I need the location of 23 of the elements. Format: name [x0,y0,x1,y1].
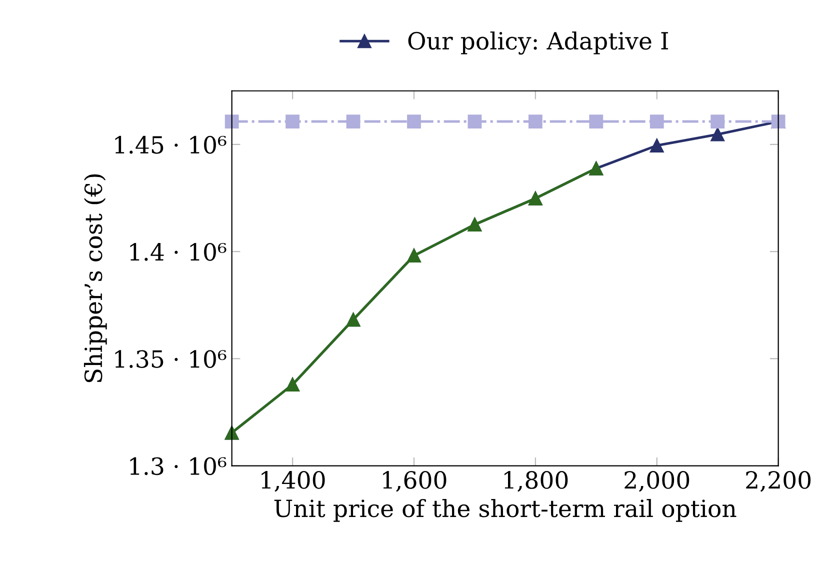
x-tick-label: 1,400 [262,471,325,492]
y-tick-label: 1.45 · 10⁶ [115,136,226,154]
x-tick-label: 1,800 [504,471,568,492]
legend-label: Our policy: Adaptive I [408,31,668,55]
y-tick-label: 1.3 · 10⁶ [130,457,226,476]
point [589,114,604,128]
x-tick-label: 2,000 [624,471,690,492]
y-tick-label: 1.4 · 10⁶ [130,242,226,261]
x-tick-label: 1,600 [383,471,446,492]
point [650,138,664,152]
point [710,127,725,142]
y-tick-label: 1.35 · 10⁶ [115,350,226,368]
point [286,114,300,128]
point [650,114,664,128]
x-tick-label: 2,200 [746,471,811,492]
point [346,114,360,128]
point [224,114,239,128]
x-axis-title: Unit price of the short-term rail option [274,499,736,522]
point [407,114,421,128]
point [468,114,482,128]
point [528,114,542,128]
y-axis-title: Shipper’s cost (€) [84,174,107,382]
point [710,114,725,128]
